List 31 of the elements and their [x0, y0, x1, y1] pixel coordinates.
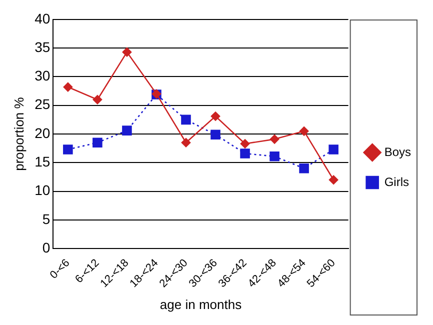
y-tick-label: 5 [42, 210, 50, 227]
point [328, 144, 338, 154]
point [63, 144, 73, 154]
point [299, 126, 309, 136]
point [299, 164, 309, 174]
point [210, 112, 220, 121]
y-tick-label: 0 [42, 239, 50, 256]
point [210, 130, 220, 140]
point [92, 94, 102, 104]
point [270, 151, 280, 162]
point [122, 126, 132, 136]
y-tick-label: 15 [34, 154, 50, 170]
point [240, 148, 250, 158]
y-tick-label: 20 [34, 124, 50, 141]
y-tick-label: 25 [34, 96, 50, 112]
y-tick-label: 10 [34, 182, 50, 198]
y-tick-label: 40 [34, 10, 50, 26]
y-tick-label: 35 [34, 38, 50, 55]
legend-label: Girls [384, 174, 409, 189]
point [270, 134, 280, 144]
point [328, 175, 338, 185]
y-axis-title: proportion % [11, 96, 26, 171]
point [181, 138, 191, 148]
x-axis-title: age in months [160, 296, 242, 312]
legend-label: Boys [384, 144, 412, 159]
point [240, 139, 250, 148]
point [181, 114, 191, 125]
point [63, 82, 73, 92]
point [92, 138, 102, 148]
y-tick-label: 30 [34, 68, 50, 84]
point [122, 47, 132, 57]
